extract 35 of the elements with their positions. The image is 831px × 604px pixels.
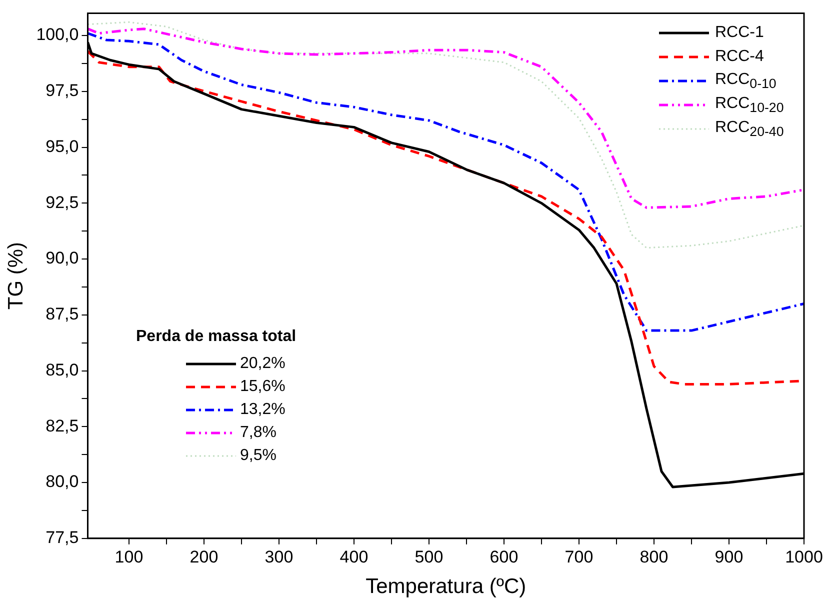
y-tick-label: 87,5 [46, 304, 79, 324]
x-tick-label: 600 [490, 547, 518, 566]
legend-label: RCC$_{0-10}$ [715, 71, 776, 92]
line-series [88, 21, 804, 249]
y-tick-label: 90,0 [46, 248, 79, 268]
line-series [88, 28, 804, 209]
x-tick-label: 500 [414, 547, 444, 566]
x-axis-title: Temperatura (ºC) [366, 575, 526, 598]
x-tick-label: 200 [190, 547, 218, 566]
y-axis-title: TG (%) [4, 242, 28, 310]
y-tick-label: 95,0 [46, 136, 79, 156]
x-tick-label: 900 [714, 547, 744, 566]
y-tick-label: 92,5 [46, 192, 79, 212]
y-tick-label: 97,5 [46, 81, 79, 100]
x-tick-label: 300 [264, 547, 294, 566]
y-tick-label: 77,5 [46, 528, 79, 548]
annotation: 20,2% [240, 354, 286, 372]
legend-label: RCC-4 [715, 48, 764, 66]
annotation: 9,5% [240, 446, 276, 464]
x-tick-label: 800 [640, 547, 668, 566]
annotation: 15,6% [240, 378, 286, 396]
y-tick-label: 80,0 [46, 472, 79, 492]
annotation: 13,2% [240, 400, 286, 418]
y-tick-label: 85,0 [46, 360, 79, 380]
annotation: 7,8% [240, 424, 276, 442]
legend-label: RCC$_{10-20}$ [715, 95, 784, 116]
y-tick-label: 100,0 [36, 25, 79, 44]
x-tick-label: 400 [340, 547, 368, 566]
annotation: Perda de massa total [136, 328, 296, 346]
x-tick-label: 1000 [785, 547, 823, 566]
legend-label: RCC$_{20-40}$ [715, 119, 784, 140]
legend-label: RCC-1 [715, 24, 764, 42]
x-tick-label: 100 [114, 547, 144, 566]
y-tick-label: 82,5 [46, 416, 79, 436]
x-tick-label: 700 [564, 547, 594, 566]
